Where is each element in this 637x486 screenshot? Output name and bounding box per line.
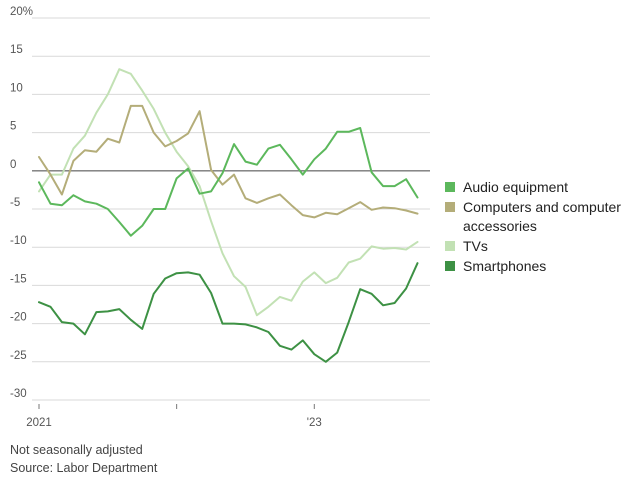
gridlines — [32, 17, 430, 401]
legend-item-tvs: TVs — [445, 237, 635, 256]
legend-item-smartphones: Smartphones — [445, 257, 635, 276]
legend-swatch-computers — [445, 202, 455, 212]
y-tick-label: -30 — [10, 388, 27, 400]
series-line-smartphones — [38, 262, 419, 363]
x-tick-label: '23 — [307, 417, 322, 429]
legend: Audio equipment Computers and computer a… — [445, 178, 635, 277]
x-tick-label: 2021 — [26, 417, 52, 429]
legend-swatch-tvs — [445, 241, 455, 251]
y-axis-labels: 20% 15 10 5 0 -5 -10 -15 -20 -25 -30 — [10, 6, 33, 400]
y-tick-label: -5 — [10, 197, 20, 209]
y-tick-label: 20% — [10, 6, 33, 18]
series-line-audio-equipment — [38, 127, 419, 237]
y-tick-label: 15 — [10, 44, 23, 56]
y-tick-label: -25 — [10, 350, 27, 362]
legend-item-audio-equipment: Audio equipment — [445, 178, 635, 197]
y-tick-label: 10 — [10, 82, 23, 94]
legend-item-computers: Computers and computer accessories — [445, 198, 635, 236]
series-line-computers-and-computer-accessories — [38, 104, 419, 219]
legend-label-audio-equipment: Audio equipment — [463, 179, 569, 195]
chart-notes: Not seasonally adjusted Source: Labor De… — [10, 441, 157, 477]
legend-label-computers: Computers and computer accessories — [463, 199, 621, 234]
legend-label-smartphones: Smartphones — [463, 258, 547, 274]
legend-label-tvs: TVs — [463, 238, 488, 254]
y-tick-label: -10 — [10, 235, 27, 247]
source-note: Source: Labor Department — [10, 461, 158, 475]
y-tick-label: -15 — [10, 273, 27, 285]
seasonal-adjustment-note: Not seasonally adjusted — [10, 443, 143, 457]
y-tick-label: -20 — [10, 312, 27, 324]
legend-swatch-smartphones — [445, 261, 455, 271]
legend-swatch-audio-equipment — [445, 182, 455, 192]
x-axis: 2021 '23 — [26, 404, 322, 429]
y-tick-label: 5 — [10, 121, 16, 133]
y-tick-label: 0 — [10, 159, 16, 171]
series-line-tvs — [38, 68, 419, 317]
series-lines — [38, 68, 419, 363]
